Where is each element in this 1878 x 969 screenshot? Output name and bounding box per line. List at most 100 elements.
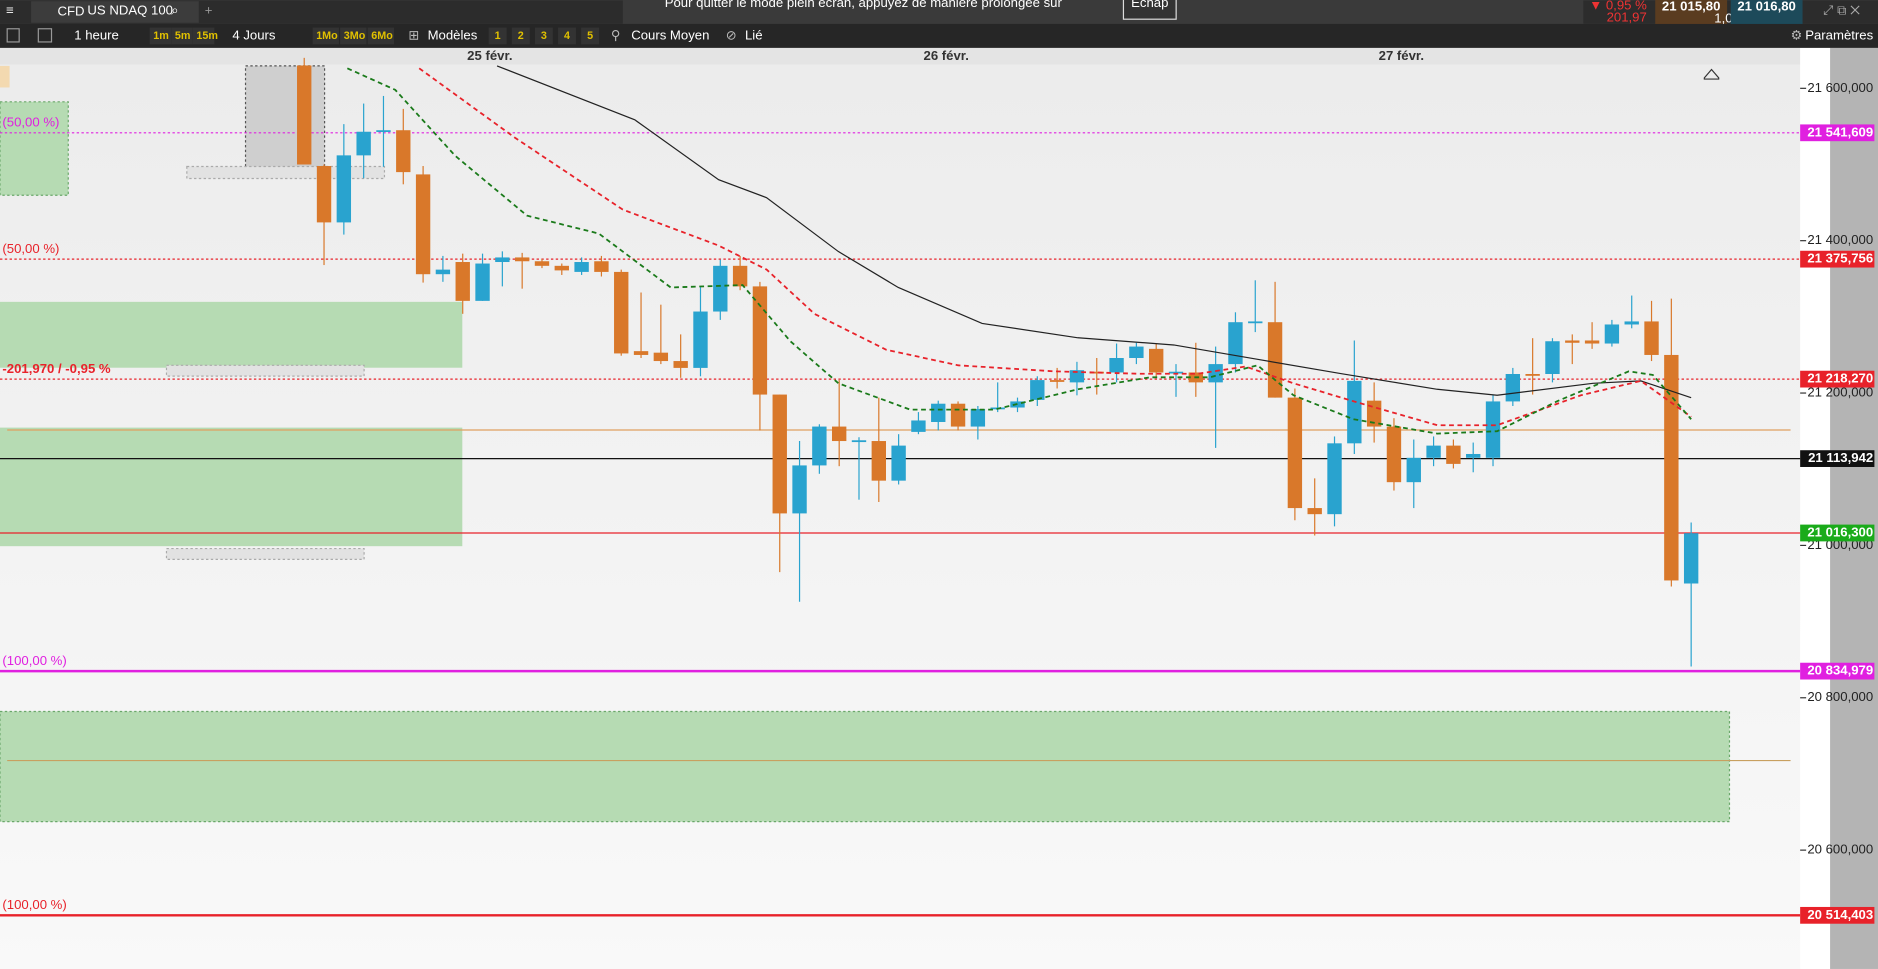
price-label-box bbox=[1800, 450, 1875, 467]
slot-button[interactable] bbox=[534, 27, 553, 45]
candle-body bbox=[475, 263, 490, 301]
candle-body bbox=[1683, 533, 1699, 584]
interval-button[interactable] bbox=[149, 27, 172, 45]
price-label-box bbox=[1800, 906, 1875, 924]
candle-body bbox=[614, 271, 629, 354]
candle-body bbox=[297, 65, 312, 165]
slot[interactable]: 2 bbox=[518, 30, 524, 42]
candle-body bbox=[950, 403, 966, 427]
side-panel bbox=[1830, 47, 1878, 969]
zone bbox=[0, 427, 463, 547]
candle-body bbox=[495, 257, 510, 263]
candle-body bbox=[1307, 508, 1322, 515]
y-tick-label: 21 600,000 bbox=[1807, 80, 1873, 95]
candle-body bbox=[1584, 340, 1600, 344]
gap-box bbox=[165, 364, 365, 377]
slot[interactable]: 5 bbox=[587, 30, 593, 42]
price-mode[interactable]: Cours Moyen bbox=[631, 27, 709, 42]
slot-button[interactable] bbox=[511, 27, 530, 45]
candle-body bbox=[554, 265, 569, 271]
date-label: 26 févr. bbox=[924, 48, 969, 63]
link-icon: ⊘ bbox=[726, 27, 737, 42]
toolbar-icon[interactable] bbox=[37, 28, 53, 43]
gap-box bbox=[165, 547, 365, 560]
change-pct: ▼ 0,95 % bbox=[1589, 0, 1647, 13]
candle-body bbox=[316, 166, 332, 223]
search-icon[interactable]: ⌕ bbox=[171, 2, 178, 17]
window-controls[interactable]: ⤢ ⧉ ✕ bbox=[1823, 2, 1860, 17]
candle-body bbox=[1545, 341, 1560, 374]
interval-button[interactable] bbox=[367, 27, 395, 45]
candle-body bbox=[812, 426, 827, 466]
candle-body bbox=[1466, 453, 1481, 458]
bid-box[interactable] bbox=[1655, 0, 1728, 24]
notice-text: Pour quitter le mode plein écran, appuye… bbox=[665, 0, 1063, 10]
bid: 21 015,80 bbox=[1662, 0, 1721, 14]
templates[interactable]: Modèles bbox=[428, 27, 478, 42]
ask-box[interactable] bbox=[1730, 0, 1803, 24]
date-label: 27 févr. bbox=[1379, 48, 1424, 63]
gap-box bbox=[186, 165, 386, 180]
templates-icon: ⊞ bbox=[408, 27, 419, 42]
candle-body bbox=[653, 352, 669, 362]
interval-option[interactable]: 3Mo bbox=[344, 30, 366, 42]
notice-key: Echap bbox=[1131, 0, 1168, 10]
slot-button[interactable] bbox=[488, 27, 507, 45]
price-label-box bbox=[1800, 662, 1875, 680]
instrument-tab[interactable] bbox=[31, 1, 199, 23]
range[interactable]: 4 Jours bbox=[232, 27, 276, 42]
candle-body bbox=[752, 286, 768, 395]
candle-body bbox=[1228, 322, 1243, 365]
price-label: 21 113,942 bbox=[1808, 450, 1873, 465]
instrument-name[interactable]: US NDAQ 100 bbox=[87, 2, 173, 17]
selection-box bbox=[244, 65, 326, 175]
candle-body bbox=[1129, 346, 1144, 359]
moving-average bbox=[496, 65, 1692, 399]
candle-body bbox=[1485, 401, 1501, 458]
interval-button[interactable] bbox=[340, 27, 367, 45]
slot-button[interactable] bbox=[558, 27, 576, 45]
slot[interactable]: 3 bbox=[541, 30, 547, 42]
interval[interactable]: 1 heure bbox=[74, 27, 119, 42]
slot[interactable]: 4 bbox=[564, 30, 570, 42]
level-note: (100,00 %) bbox=[2, 653, 66, 668]
candle-body bbox=[594, 261, 609, 272]
candle-body bbox=[1505, 373, 1521, 402]
candle-body bbox=[1069, 370, 1085, 383]
candle-body bbox=[1624, 321, 1639, 325]
candle-body bbox=[1089, 371, 1104, 374]
candle-body bbox=[970, 409, 986, 427]
candle-body bbox=[693, 311, 708, 368]
candle-body bbox=[1644, 321, 1659, 355]
y-tick-label: 20 800,000 bbox=[1807, 689, 1873, 704]
slot[interactable]: 1 bbox=[495, 30, 501, 42]
candle-body bbox=[1446, 445, 1461, 464]
candle-body bbox=[792, 465, 807, 514]
price-label: 21 541,609 bbox=[1807, 124, 1873, 139]
interval-option[interactable]: 1Mo bbox=[316, 30, 338, 42]
interval-button[interactable] bbox=[171, 27, 193, 45]
interval-option[interactable]: 15m bbox=[196, 30, 218, 42]
candle-body bbox=[871, 441, 886, 481]
zone bbox=[0, 101, 69, 196]
price-label-box bbox=[1800, 124, 1875, 142]
candle-body bbox=[1565, 340, 1580, 343]
interval-button[interactable] bbox=[312, 27, 339, 45]
price-label: 20 834,979 bbox=[1807, 663, 1873, 678]
interval-button[interactable] bbox=[192, 27, 215, 45]
interval-option[interactable]: 1m bbox=[153, 30, 169, 42]
slot-button[interactable] bbox=[581, 27, 600, 45]
toolbar-icon[interactable] bbox=[6, 28, 20, 43]
home-icon[interactable] bbox=[1703, 68, 1720, 80]
interval-option[interactable]: 6Mo bbox=[371, 30, 393, 42]
candle-body bbox=[396, 130, 411, 173]
add-tab[interactable]: + bbox=[205, 2, 213, 17]
link[interactable]: Lié bbox=[745, 27, 763, 42]
settings[interactable]: Paramètres bbox=[1805, 27, 1873, 42]
interval-option[interactable]: 5m bbox=[175, 30, 191, 42]
notice-key-box bbox=[1122, 0, 1177, 20]
price-label-box bbox=[1800, 524, 1875, 542]
toolbar bbox=[0, 23, 1878, 48]
candle-body bbox=[1030, 380, 1045, 400]
